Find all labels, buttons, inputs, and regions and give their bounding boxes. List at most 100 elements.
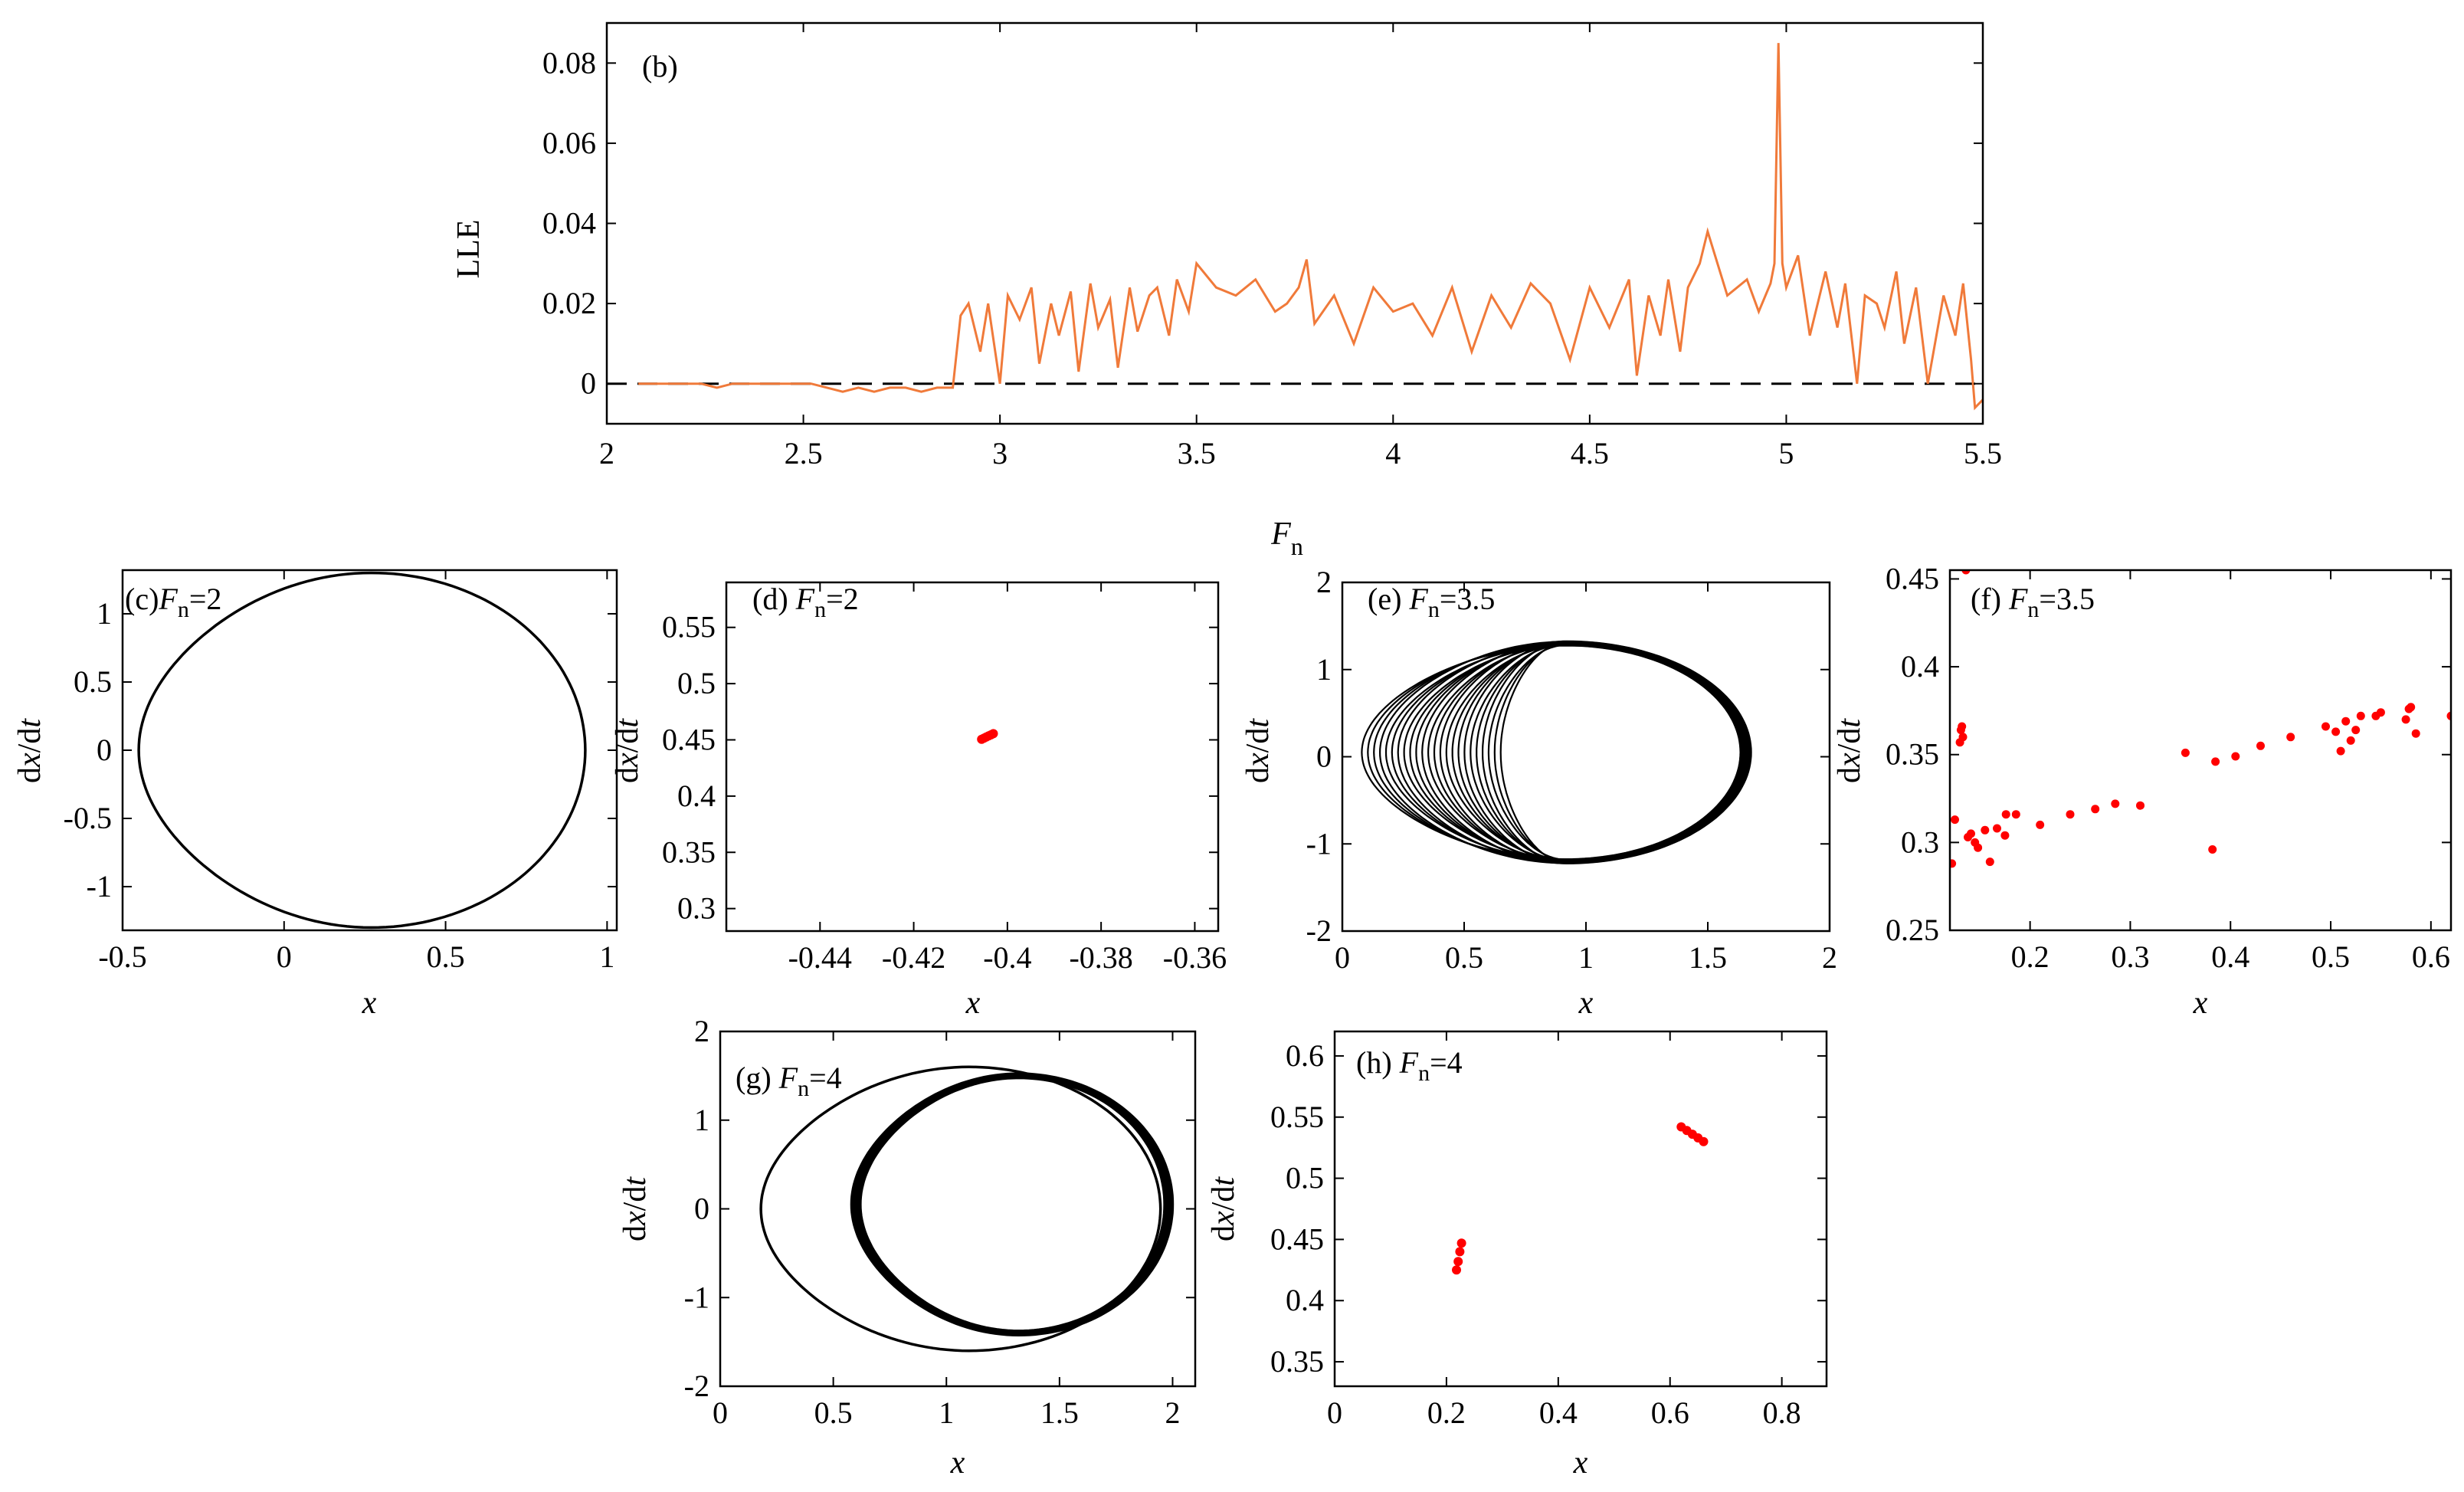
panel-c-x-tick-label: -0.5 [98, 939, 146, 974]
panel-f-poincare-point [2256, 741, 2265, 750]
panel-d-y-tick-label: 0.55 [662, 610, 716, 644]
panel-d-y-tick-label: 0.3 [677, 891, 716, 926]
panel-h-poincare-point [1453, 1257, 1463, 1267]
panel-f-poincare-point [2001, 810, 2010, 819]
panel-b-title: (b) [642, 49, 678, 84]
panel-f-poincare-point [2211, 757, 2220, 766]
panel-h-y-tick-label: 0.6 [1286, 1038, 1324, 1073]
panel-f-y-tick-label: 0.4 [1901, 649, 1939, 684]
panel-f-y-label: dx/dt [1832, 718, 1867, 783]
panel-f-poincare-point [1985, 857, 1994, 867]
panel-f-y-tick-label: 0.35 [1886, 737, 1939, 772]
panel-h-x-tick-label: 0 [1327, 1395, 1342, 1430]
panel-e-phase-orbit [1493, 642, 1746, 862]
panel-d-y-tick-label: 0.35 [662, 835, 716, 869]
panel-h-y-tick-label: 0.45 [1270, 1221, 1324, 1256]
panel-e-phase-orbit [1463, 640, 1752, 864]
panel-f-poincare-point [2336, 746, 2345, 756]
panel-f-poincare-point [1950, 859, 1957, 868]
panel-g-x-tick-label: 1 [939, 1395, 954, 1430]
panel-g-y-tick-label: -2 [684, 1369, 709, 1403]
panel-f-frame [1948, 569, 2453, 932]
panel-g-x-label: x [950, 1445, 965, 1481]
panel-h-poincare-point [1455, 1247, 1465, 1257]
panel-b-x-tick-label: 4.5 [1571, 436, 1609, 471]
panel-e-y-tick-label: -1 [1306, 826, 1332, 861]
panel-f-poincare-point [2208, 845, 2217, 854]
panel-f-poincare-point [2376, 708, 2385, 717]
panel-c-frame [121, 569, 618, 932]
panel-f-poincare-point [2091, 805, 2100, 814]
panel-g-phase-orbit [759, 1065, 1162, 1353]
panel-f-poincare-point [2286, 733, 2295, 742]
panel-d-x-tick-label: -0.42 [882, 940, 945, 975]
panel-f-poincare-point [2036, 820, 2045, 829]
panel-g-y-tick-label: -1 [684, 1280, 709, 1314]
panel-e-phase-orbit [1367, 643, 1745, 862]
panel-g-y-label: dx/dt [618, 1176, 653, 1241]
panel-e-y-tick-label: 1 [1316, 652, 1332, 687]
panel-f-x-label: x [2193, 985, 2208, 1021]
panel-c-x-label: x [362, 985, 377, 1021]
panel-e-y-tick-label: -2 [1306, 913, 1332, 948]
panel-b-y-tick-label: 0.06 [542, 126, 596, 160]
panel-f-poincare-point [2000, 831, 2010, 840]
panel-g-title: (g) Fn=4 [736, 1061, 842, 1101]
panel-g-x-tick-label: 0.5 [814, 1395, 853, 1430]
panel-e-phase-orbit [1499, 641, 1750, 864]
panel-h-frame [1333, 1030, 1828, 1388]
panel-d-y-tick-label: 0.5 [677, 666, 716, 700]
panel-b-x-tick-label: 5 [1778, 436, 1794, 471]
panel-e-x-tick-label: 0.5 [1445, 940, 1483, 975]
panel-f-poincare-point [1981, 825, 1990, 835]
panel-b-y-tick-label: 0.08 [542, 45, 596, 80]
panel-e-x-tick-label: 0 [1335, 940, 1350, 975]
panel-f-poincare-point [2331, 727, 2341, 736]
panel-c-y-tick-label: 0.5 [74, 664, 112, 699]
panel-f-poincare-point [2066, 810, 2075, 819]
panel-h-y-tick-label: 0.4 [1286, 1283, 1324, 1317]
panel-d-x-tick-label: -0.44 [788, 940, 852, 975]
panel-d-frame [725, 581, 1220, 933]
panel-f-poincare-point [1958, 722, 1967, 731]
panel-b-x-tick-label: 5.5 [1964, 436, 2002, 471]
panel-h-poincare-point [1452, 1265, 1461, 1275]
panel-f-poincare-point [1958, 733, 1968, 742]
panel-c-y-tick-label: 0 [97, 733, 112, 767]
panel-e-x-tick-label: 2 [1822, 940, 1837, 975]
panel-f-poincare-point [1974, 843, 1983, 852]
panel-b-y-tick-label: 0 [581, 366, 596, 401]
panel-f-poincare-point [2356, 711, 2365, 720]
panel-c-y-label: dx/dt [12, 718, 48, 783]
panel-d-x-tick-label: -0.38 [1069, 940, 1132, 975]
panel-g-x-tick-label: 0 [713, 1395, 728, 1430]
panel-f-poincare-point [2136, 801, 2145, 810]
panel-b-x-tick-label: 4 [1385, 436, 1401, 471]
panel-h-poincare-point [1456, 1238, 1466, 1248]
panel-h-x-tick-label: 0.4 [1539, 1395, 1578, 1430]
panel-f-poincare-point [2351, 726, 2361, 735]
panel-d-poincare-point [988, 729, 998, 739]
panel-g-x-tick-label: 1.5 [1040, 1395, 1079, 1430]
panel-h-y-label: dx/dt [1206, 1176, 1241, 1241]
panel-f-poincare-point [2407, 703, 2416, 712]
panel-e-y-tick-label: 2 [1316, 565, 1332, 599]
panel-c-y-tick-label: -1 [87, 869, 112, 903]
panel-f-title: (f) Fn=3.5 [1971, 582, 2095, 622]
panel-g-x-tick-label: 2 [1165, 1395, 1180, 1430]
panel-e-phase-orbit [1361, 644, 1742, 861]
panel-h-y-tick-label: 0.35 [1270, 1344, 1324, 1379]
panel-h-y-tick-label: 0.55 [1270, 1100, 1324, 1134]
panel-e-x-label: x [1578, 985, 1594, 1021]
panel-e-phase-orbit [1439, 641, 1751, 864]
panel-g-phase-orbit [850, 1072, 1175, 1337]
panel-b-y-tick-label: 0.02 [542, 286, 596, 320]
panel-g-y-tick-label: 2 [694, 1014, 709, 1048]
panel-c-x-tick-label: 0.5 [427, 939, 465, 974]
panel-e-phase-orbit [1457, 641, 1749, 864]
panel-f-poincare-point [2231, 752, 2240, 761]
panel-f-x-tick-label: 0.5 [2312, 939, 2350, 974]
panel-b-x-tick-label: 3 [992, 436, 1008, 471]
panel-e-x-tick-label: 1.5 [1689, 940, 1727, 975]
